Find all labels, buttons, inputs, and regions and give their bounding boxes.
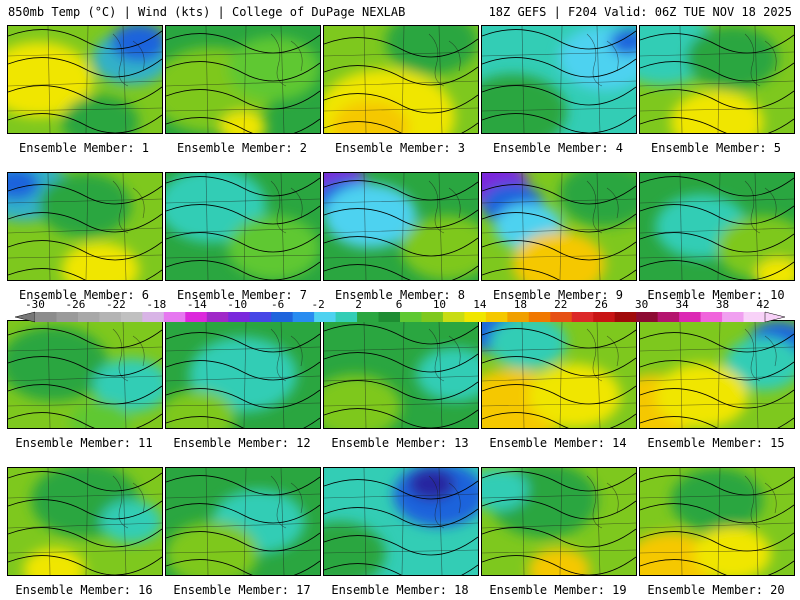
colorbar-tick-label: 30 [635,298,649,311]
ensemble-member-2-map [165,25,321,134]
colorbar-segment [335,312,358,322]
ensemble-member-5-label: Ensemble Member: 5 [650,141,782,155]
colorbar-segment [142,312,165,322]
ensemble-member-8-map [323,172,479,281]
ensemble-member-3-label: Ensemble Member: 3 [334,141,466,155]
ensemble-member-1-label: Ensemble Member: 1 [18,141,150,155]
ensemble-member-5-map [639,25,795,134]
colorbar-tick-label: -2 [311,298,325,311]
colorbar-segment [550,312,573,322]
colorbar-segment [163,312,186,322]
ensemble-member-18-label: Ensemble Member: 18 [331,583,469,597]
colorbar-segment [679,312,702,322]
colorbar-segment [593,312,616,322]
colorbar-segment [120,312,143,322]
colorbar-segment [77,312,100,322]
colorbar-right-arrow [764,311,785,323]
ensemble-member-4-label: Ensemble Member: 4 [492,141,624,155]
colorbar-tick-label: -10 [227,298,248,311]
colorbar-tick-label: -18 [146,298,167,311]
colorbar-segment [206,312,229,322]
colorbar-segment [464,312,487,322]
ensemble-member-4-map [481,25,637,134]
ensemble-member-16-map [7,467,163,576]
ensemble-member-9-label: Ensemble Member: 9 [492,288,624,302]
title-left: 850mb Temp (°C) | Wind (kts) | College o… [8,5,406,19]
ensemble-member-3-map [323,25,479,134]
colorbar-tick-label: 10 [432,298,447,311]
colorbar-segment [657,312,680,322]
colorbar-tick-label: 2 [355,298,362,311]
ensemble-member-16-label: Ensemble Member: 16 [15,583,153,597]
colorbar-segment [292,312,315,322]
ensemble-member-20-map [639,467,795,576]
colorbar-tick-label: 14 [473,298,487,311]
ensemble-member-1-map [7,25,163,134]
colorbar-segment [35,312,57,322]
ensemble-member-15-label: Ensemble Member: 15 [647,436,785,450]
colorbar-segment [400,312,422,322]
colorbar-segment [743,312,766,322]
colorbar-segment [271,312,294,322]
ensemble-member-19-map [481,467,637,576]
ensemble-member-9-map [481,172,637,281]
colorbar-segment [314,312,337,322]
ensemble-member-7-label: Ensemble Member: 7 [176,288,308,302]
ensemble-member-14-map [481,320,637,429]
ensemble-member-20-label: Ensemble Member: 20 [647,583,785,597]
colorbar-tick-label: 6 [395,298,403,311]
colorbar-left-arrow [15,311,36,323]
colorbar-tick-label: -6 [271,298,285,311]
ensemble-member-17-label: Ensemble Member: 17 [173,583,311,597]
ensemble-member-19-label: Ensemble Member: 19 [489,583,627,597]
ensemble-member-8-label: Ensemble Member: 8 [334,288,466,302]
ensemble-member-13-label: Ensemble Member: 13 [331,436,469,450]
title-right: 18Z GEFS | F204 Valid: 06Z TUE NOV 18 20… [488,5,792,19]
colorbar-tick-label: 38 [715,298,730,311]
ensemble-member-18-map [323,467,479,576]
colorbar-segment [249,312,272,322]
colorbar-tick-label: -14 [186,298,207,311]
ensemble-member-12-label: Ensemble Member: 12 [173,436,311,450]
ensemble-member-17-map [165,467,321,576]
ensemble-member-14-label: Ensemble Member: 14 [489,436,627,450]
ensemble-member-11-label: Ensemble Member: 11 [15,436,153,450]
colorbar-segment [99,312,122,322]
ensemble-member-11-map [7,320,163,429]
colorbar-segment [421,312,444,322]
colorbar-segment [636,312,659,322]
colorbar-segment [507,312,530,322]
colorbar-tick-label: 18 [513,298,527,311]
ensemble-member-15-map [639,320,795,429]
ensemble-member-7-map [165,172,321,281]
colorbar-segment [56,312,79,322]
colorbar-tick-label: 34 [675,298,689,311]
ensemble-member-10-map [639,172,795,281]
colorbar-segment [442,312,465,322]
colorbar-segment [378,312,401,322]
colorbar-segment [722,312,745,322]
colorbar-tick-label: 42 [756,298,770,311]
colorbar-tick-label: -22 [105,298,126,311]
colorbar-segment [700,312,723,322]
colorbar-tick-label: 26 [594,298,608,311]
colorbar-segment [571,312,594,322]
ensemble-member-10-label: Ensemble Member: 10 [647,288,785,302]
ensemble-member-13-map [323,320,479,429]
colorbar-segment [614,312,637,322]
colorbar-segment [357,312,380,322]
ensemble-member-12-map [165,320,321,429]
colorbar-segment [228,312,251,322]
colorbar [15,311,785,323]
colorbar-tick-label: -26 [65,298,86,311]
colorbar-segment [528,312,551,322]
colorbar-segment [185,312,208,322]
colorbar-segment [485,312,508,322]
colorbar-tick-label: -30 [25,298,45,311]
ensemble-member-2-label: Ensemble Member: 2 [176,141,308,155]
ensemble-member-6-label: Ensemble Member: 6 [18,288,150,302]
colorbar-tick-label: 22 [554,298,568,311]
ensemble-member-6-map [7,172,163,281]
